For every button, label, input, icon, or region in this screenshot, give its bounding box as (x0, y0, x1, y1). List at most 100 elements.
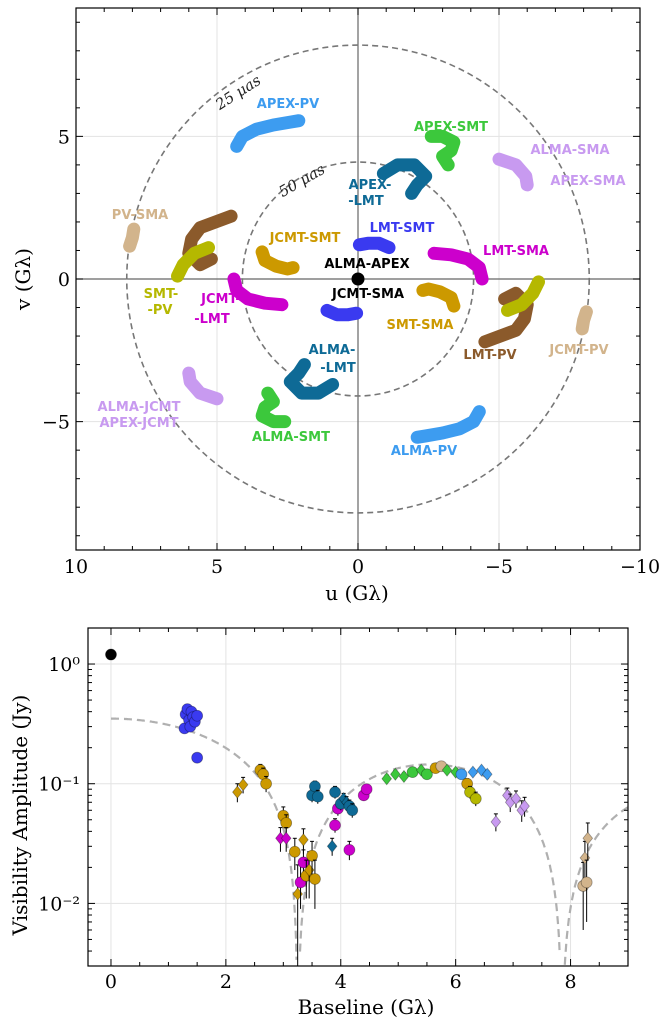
vis-point (346, 804, 359, 817)
vis-model-curve (111, 717, 629, 965)
uv-baseline-label: -LMT (194, 312, 230, 327)
visibility-amplitude-panel: 0 2 4 6 8 10⁻² 10⁻¹ 10⁰ Baseline (Gλ) Visibilit… (8, 627, 629, 1019)
vis-point (406, 766, 419, 779)
vis-point (519, 799, 530, 813)
uv-x-axis-title: u (Gλ) (325, 581, 389, 605)
vis-grid (88, 628, 628, 966)
uv-circle-label: 50 μas (275, 160, 328, 201)
vis-point (309, 780, 321, 793)
vis-axes: 0 2 4 6 8 10⁻² 10⁻¹ 10⁰ (38, 627, 629, 993)
vis-point (360, 783, 373, 796)
uv-baseline-label: ALMA-APEX (324, 257, 409, 272)
vis-point (191, 751, 204, 764)
vis-point (329, 819, 341, 832)
uv-track (410, 405, 486, 444)
uv-track (424, 129, 461, 172)
uv-track-point (351, 272, 365, 286)
vis-x-tick-label: 6 (450, 971, 462, 993)
vis-point (306, 849, 318, 862)
uv-track (492, 152, 534, 192)
vis-point (191, 709, 204, 722)
uv-baseline-label: LMT-SMA (483, 244, 549, 259)
vis-x-tick-label: 4 (335, 971, 347, 993)
vis-points (105, 648, 594, 966)
vis-y-axis-title: Visibility Amplitude (Jy) (8, 695, 32, 937)
vis-point (311, 790, 324, 803)
vis-y-tick-label: 10⁻² (38, 893, 80, 915)
uv-baseline-label: APEX-PV (257, 97, 319, 112)
uv-track (123, 222, 141, 253)
vis-x-tick-label: 0 (105, 971, 117, 993)
uv-baseline-label: ALMA-JCMT (98, 400, 181, 415)
uv-track (255, 386, 292, 429)
vis-point (298, 833, 309, 847)
vis-point (288, 845, 301, 858)
uv-track (171, 241, 215, 283)
uv-baseline-label: JCMT-SMT (269, 231, 341, 246)
uv-track (255, 245, 300, 276)
uv-track (352, 236, 396, 255)
vis-point (398, 769, 410, 784)
uv-baseline-label: ALMA-PV (391, 444, 457, 459)
uv-baseline-label: -PV (148, 303, 173, 318)
vis-point (582, 831, 594, 845)
uv-y-tick-label: −5 (42, 412, 70, 434)
uv-baseline-label: ALMA-SMA (530, 143, 609, 158)
uv-baseline-label: APEX-SMA (550, 174, 625, 189)
uv-y-tick-label: 5 (58, 126, 70, 148)
uv-baseline-label: ALMA-SMT (252, 430, 330, 445)
uv-baseline-label: APEX-JCMT (99, 416, 178, 431)
vis-point (326, 839, 338, 853)
uv-track (182, 209, 238, 272)
vis-point (490, 815, 502, 829)
uv-baseline-label: SMT- (144, 287, 179, 302)
vis-point (441, 763, 453, 777)
vis-point (280, 831, 292, 845)
uv-track (227, 272, 289, 312)
uv-y-tick-label: 0 (58, 269, 70, 291)
vis-point (469, 792, 482, 805)
uv-track (182, 366, 224, 406)
vis-model-line (111, 717, 298, 960)
vis-point (329, 786, 341, 799)
uv-x-tick-label: −5 (485, 556, 513, 578)
uv-track (478, 286, 534, 349)
uv-baseline-label: LMT-PV (463, 348, 516, 363)
uv-baseline-labels: APEX-PVAPEX-SMTALMA-SMAAPEX-SMAAPEX--LMT… (98, 97, 626, 459)
uv-x-tick-label: −10 (620, 556, 660, 578)
uv-track (283, 358, 340, 400)
vis-point (390, 767, 401, 781)
vis-point (260, 777, 272, 790)
uv-track (416, 282, 461, 313)
uv-baseline-label: JCMT-SMA (331, 287, 404, 302)
uv-circle (125, 44, 591, 514)
uv-circle (241, 161, 475, 397)
uv-baseline-label: -LMT (320, 361, 356, 376)
uv-x-tick-label: 0 (352, 556, 364, 578)
uv-baseline-label: JCMT-PV (548, 343, 608, 358)
uv-baseline-label: LMT-SMT (370, 221, 435, 236)
uv-track (575, 305, 593, 336)
uv-baseline-label: ALMA- (309, 343, 356, 358)
uv-track (320, 303, 364, 322)
vis-point (381, 772, 393, 786)
uv-baseline-label: APEX-SMT (414, 120, 488, 135)
vis-point (343, 843, 356, 856)
vis-point (580, 876, 593, 889)
vis-y-tick-label: 10⁻¹ (38, 774, 80, 796)
vis-x-tick-label: 2 (220, 971, 232, 993)
uv-track (501, 275, 545, 317)
uv-y-axis-title: v (Gλ) (11, 248, 35, 311)
vis-point (455, 768, 468, 781)
vis-point (280, 817, 293, 829)
vis-point (232, 785, 243, 799)
vis-point (510, 792, 522, 806)
uv-track (230, 114, 306, 153)
uv-track (376, 158, 433, 200)
vis-point (481, 767, 493, 781)
uv-track (427, 246, 489, 286)
vis-x-axis-title: Baseline (Gλ) (298, 995, 435, 1019)
